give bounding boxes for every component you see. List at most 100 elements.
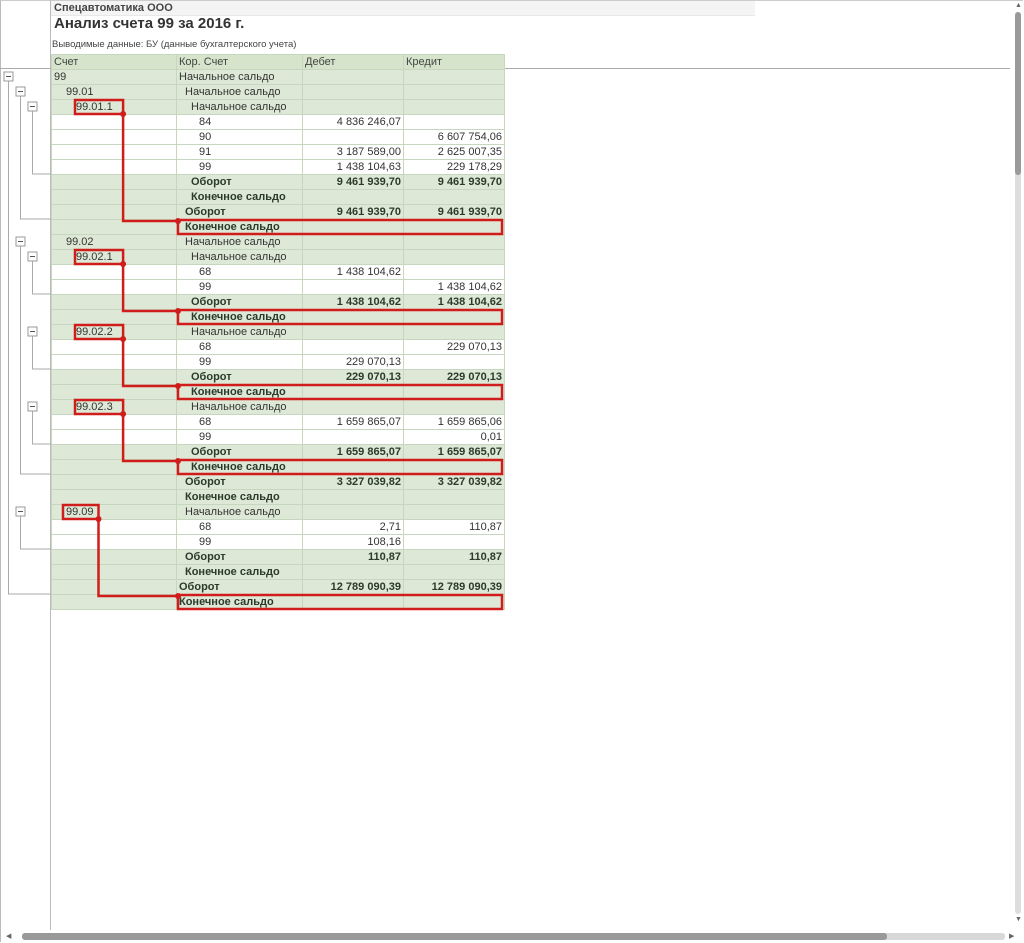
account-cell[interactable]: 99.09 [51,504,177,520]
debit-cell[interactable]: 229 070,13 [302,369,404,385]
account-cell[interactable] [51,264,177,280]
vertical-scrollbar-thumb[interactable] [1015,12,1021,175]
corr-account-cell[interactable]: Конечное сальдо [176,564,303,580]
table-row[interactable]: Конечное сальдо [51,219,505,235]
account-cell[interactable] [51,474,177,490]
corr-account-cell[interactable]: Начальное сальдо [176,84,303,100]
corr-account-cell[interactable]: Оборот [176,579,303,595]
corr-account-cell[interactable]: 99 [176,159,303,175]
corr-account-cell[interactable]: 68 [176,339,303,355]
credit-cell[interactable]: 1 659 865,06 [403,414,505,430]
credit-cell[interactable]: 110,87 [403,549,505,565]
credit-cell[interactable]: 6 607 754,06 [403,129,505,145]
corr-account-cell[interactable]: 68 [176,264,303,280]
table-row[interactable]: Конечное сальдо [51,459,505,475]
account-cell[interactable] [51,204,177,220]
table-row[interactable]: 99 1 438 104,63 229 178,29 [51,159,505,175]
account-cell[interactable]: 99.02 [51,234,177,250]
credit-cell[interactable] [403,219,505,235]
debit-cell[interactable] [302,84,404,100]
credit-cell[interactable] [403,264,505,280]
debit-cell[interactable]: 3 187 589,00 [302,144,404,160]
table-row[interactable]: 68 229 070,13 [51,339,505,355]
account-cell[interactable] [51,444,177,460]
table-row[interactable]: 90 6 607 754,06 [51,129,505,145]
table-row[interactable]: 68 1 438 104,62 [51,264,505,280]
debit-cell[interactable]: 108,16 [302,534,404,550]
debit-cell[interactable]: 1 438 104,62 [302,294,404,310]
credit-cell[interactable] [403,189,505,205]
debit-cell[interactable] [302,69,404,85]
credit-cell[interactable]: 3 327 039,82 [403,474,505,490]
credit-cell[interactable] [403,234,505,250]
table-row[interactable]: 99.02.1 Начальное сальдо [51,249,505,265]
credit-cell[interactable] [403,564,505,580]
corr-account-cell[interactable]: Начальное сальдо [176,69,303,85]
corr-account-cell[interactable]: Конечное сальдо [176,189,303,205]
account-cell[interactable] [51,549,177,565]
account-cell[interactable]: 99 [51,69,177,85]
debit-cell[interactable] [302,324,404,340]
account-cell[interactable] [51,354,177,370]
debit-cell[interactable] [302,309,404,325]
corr-account-cell[interactable]: Оборот [176,204,303,220]
account-cell[interactable] [51,594,177,610]
account-cell[interactable] [51,564,177,580]
table-row[interactable]: Конечное сальдо [51,564,505,580]
credit-cell[interactable]: 1 438 104,62 [403,279,505,295]
debit-cell[interactable]: 9 461 939,70 [302,204,404,220]
corr-account-cell[interactable]: 90 [176,129,303,145]
account-cell[interactable] [51,414,177,430]
debit-cell[interactable]: 1 659 865,07 [302,444,404,460]
account-cell[interactable]: 99.01.1 [51,99,177,115]
table-row[interactable]: Оборот 229 070,13 229 070,13 [51,369,505,385]
corr-account-cell[interactable]: Начальное сальдо [176,99,303,115]
corr-account-cell[interactable]: Конечное сальдо [176,384,303,400]
corr-account-cell[interactable]: Начальное сальдо [176,234,303,250]
debit-cell[interactable] [302,384,404,400]
table-row[interactable]: Оборот 1 659 865,07 1 659 865,07 [51,444,505,460]
column-header-debit[interactable]: Дебет [302,54,404,70]
table-row[interactable]: Оборот 1 438 104,62 1 438 104,62 [51,294,505,310]
corr-account-cell[interactable]: 84 [176,114,303,130]
account-cell[interactable]: 99.02.2 [51,324,177,340]
table-row[interactable]: 99 1 438 104,62 [51,279,505,295]
horizontal-scrollbar-thumb[interactable] [22,933,887,940]
credit-cell[interactable]: 1 438 104,62 [403,294,505,310]
table-row[interactable]: 99.02.2 Начальное сальдо [51,324,505,340]
credit-cell[interactable] [403,384,505,400]
corr-account-cell[interactable]: 91 [176,144,303,160]
credit-cell[interactable]: 1 659 865,07 [403,444,505,460]
account-cell[interactable] [51,174,177,190]
corr-account-cell[interactable]: Оборот [176,549,303,565]
table-row[interactable]: Конечное сальдо [51,189,505,205]
corr-account-cell[interactable]: 99 [176,534,303,550]
credit-cell[interactable] [403,594,505,610]
debit-cell[interactable] [302,399,404,415]
column-header-credit[interactable]: Кредит [403,54,505,70]
debit-cell[interactable] [302,594,404,610]
debit-cell[interactable]: 229 070,13 [302,354,404,370]
table-row[interactable]: 99.02.3 Начальное сальдо [51,399,505,415]
debit-cell[interactable]: 3 327 039,82 [302,474,404,490]
debit-cell[interactable]: 2,71 [302,519,404,535]
credit-cell[interactable]: 229 070,13 [403,369,505,385]
account-cell[interactable] [51,459,177,475]
debit-cell[interactable]: 12 789 090,39 [302,579,404,595]
credit-cell[interactable]: 9 461 939,70 [403,204,505,220]
credit-cell[interactable]: 2 625 007,35 [403,144,505,160]
account-cell[interactable] [51,429,177,445]
corr-account-cell[interactable]: 99 [176,429,303,445]
debit-cell[interactable]: 4 836 246,07 [302,114,404,130]
table-row[interactable]: 99 Начальное сальдо [51,69,505,85]
corr-account-cell[interactable]: Оборот [176,174,303,190]
account-cell[interactable]: 99.02.1 [51,249,177,265]
credit-cell[interactable] [403,114,505,130]
column-header-account[interactable]: Счет [51,54,177,70]
scroll-right-icon[interactable]: ▶ [1009,933,1015,940]
corr-account-cell[interactable]: Конечное сальдо [176,459,303,475]
debit-cell[interactable] [302,339,404,355]
account-cell[interactable] [51,579,177,595]
account-cell[interactable] [51,519,177,535]
table-row[interactable]: 99.09 Начальное сальдо [51,504,505,520]
